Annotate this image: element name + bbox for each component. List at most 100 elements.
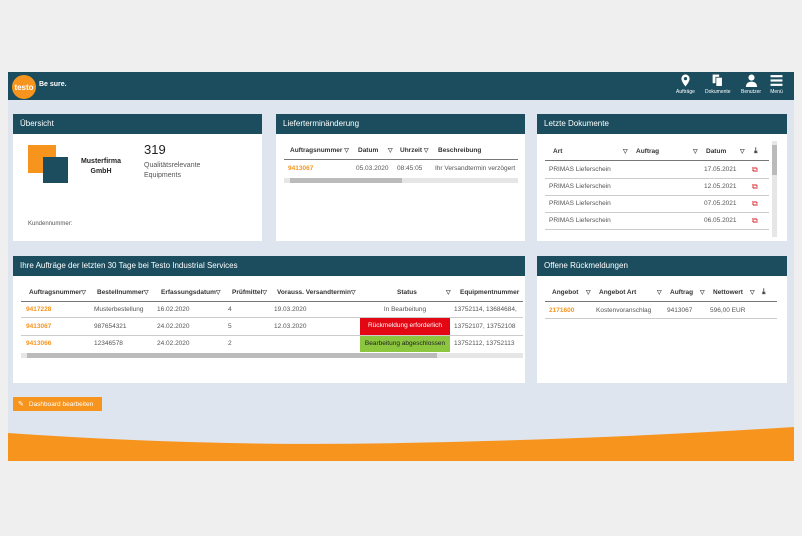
order-row-po: 12346578 <box>94 340 123 347</box>
nav-orders[interactable]: Aufträge <box>676 74 695 95</box>
filter-icon[interactable]: ▽ <box>423 148 429 154</box>
col-header-status[interactable]: Status <box>397 289 417 296</box>
feedback-row-order: 9413067 <box>667 307 693 314</box>
scrollbar-thumb[interactable] <box>290 178 402 183</box>
document-row-type: PRIMAS Lieferschein <box>549 183 611 190</box>
order-row-equipment: 13752107, 13752108 <box>454 323 516 330</box>
feedback-row-type: Kostenvoranschlag <box>596 307 652 314</box>
nav-user-label: Benutzer <box>741 89 762 95</box>
delivery-row-order-link[interactable]: 9413067 <box>288 165 314 172</box>
document-row-type: PRIMAS Lieferschein <box>549 200 611 207</box>
col-header-offer[interactable]: Angebot <box>552 289 579 296</box>
filter-icon[interactable]: ▽ <box>700 290 705 296</box>
nav-orders-label: Aufträge <box>676 89 695 95</box>
col-header-offer-type[interactable]: Angebot Art <box>599 289 637 296</box>
filter-icon[interactable]: ▽ <box>215 290 221 296</box>
order-row-equipment: 13752112, 13752113 <box>454 340 515 347</box>
row-divider <box>21 335 523 336</box>
nav-menu[interactable]: Menü <box>770 74 783 95</box>
col-header-entry-date[interactable]: Erfassungsdatum▽ <box>161 289 221 296</box>
document-row-type: PRIMAS Lieferschein <box>549 217 611 224</box>
col-header-ship-date[interactable]: Vorauss. Versandtermin▽ <box>277 289 356 296</box>
pdf-icon[interactable]: ⧉ <box>752 182 758 191</box>
col-header-order-number[interactable]: Auftragsnummer▽ <box>29 289 86 296</box>
col-header-type[interactable]: Art <box>553 148 563 155</box>
filter-icon[interactable]: ▽ <box>143 290 149 296</box>
col-header-order[interactable]: Auftrag <box>670 289 694 296</box>
testo-logo[interactable]: testo <box>12 75 36 99</box>
document-row-date: 07.05.2021 <box>704 200 737 207</box>
order-row-number-link[interactable]: 9413066 <box>26 340 52 347</box>
pdf-icon[interactable]: ⧉ <box>752 199 758 208</box>
orders-horizontal-scrollbar[interactable] <box>21 353 523 358</box>
filter-icon[interactable]: ▽ <box>388 148 393 154</box>
filter-icon[interactable]: ▽ <box>750 290 755 296</box>
col-header-date[interactable]: Datum ▽ <box>358 147 393 154</box>
row-divider <box>545 318 777 319</box>
filter-icon[interactable]: ▽ <box>623 149 628 155</box>
col-header-time[interactable]: Uhrzeit ▽ <box>400 147 429 154</box>
feedback-row-offer-link[interactable]: 2171600 <box>549 307 575 314</box>
col-header-date[interactable]: Datum <box>706 148 727 155</box>
row-divider <box>545 229 769 230</box>
nav-menu-label: Menü <box>770 89 783 95</box>
nav-documents[interactable]: Dokumente <box>705 74 731 95</box>
table-header-divider <box>284 159 518 160</box>
order-row-items: 2 <box>228 340 232 347</box>
order-row-number-link[interactable]: 9413067 <box>26 323 52 330</box>
documents-card-title: Letzte Dokumente <box>537 114 787 134</box>
row-divider <box>545 178 769 179</box>
edit-dashboard-button[interactable]: ✎ Dashboard bearbeiten <box>13 397 102 411</box>
pdf-icon[interactable]: ⧉ <box>752 216 758 225</box>
order-row-number-link[interactable]: 9417228 <box>26 306 52 313</box>
col-header-order[interactable]: Auftrag <box>636 148 660 155</box>
document-row-date: 06.05.2021 <box>704 217 737 224</box>
feedback-card-title: Offene Rückmeldungen <box>537 256 787 276</box>
delivery-row-time: 08:45:05 <box>397 165 423 172</box>
document-row-date: 12.05.2021 <box>704 183 737 190</box>
filter-icon[interactable]: ▽ <box>262 290 267 296</box>
footer-orange-wave <box>8 427 794 461</box>
top-navigation-bar: testo Be sure. Aufträge Dokumente Benutz… <box>8 72 794 100</box>
col-header-equipment-number[interactable]: Equipmentnummer <box>460 289 520 296</box>
brand-claim: Be sure. <box>39 81 67 88</box>
nav-documents-label: Dokumente <box>705 89 731 95</box>
order-row-status-badge-green[interactable]: Bearbeitung abgeschlossen <box>360 336 450 352</box>
company-logo-teal-square <box>43 157 68 183</box>
order-row-status-badge-red[interactable]: Rückmeldung erforderlich <box>360 318 450 335</box>
documents-vertical-scrollbar[interactable] <box>772 141 777 237</box>
scrollbar-thumb[interactable] <box>772 145 777 175</box>
filter-icon[interactable]: ▽ <box>446 290 451 296</box>
filter-icon[interactable]: ▽ <box>81 290 86 296</box>
download-icon[interactable]: ⤓ <box>762 287 766 296</box>
pdf-icon[interactable]: ⧉ <box>752 165 758 174</box>
filter-icon[interactable]: ▽ <box>344 148 349 154</box>
document-row-type: PRIMAS Lieferschein <box>549 166 611 173</box>
location-pin-icon <box>681 74 690 87</box>
col-header-description[interactable]: Beschreibung <box>438 147 482 154</box>
nav-user[interactable]: Benutzer <box>741 74 761 95</box>
delivery-row-date: 05.03.2020 <box>356 165 389 172</box>
filter-icon[interactable]: ▽ <box>693 149 698 155</box>
order-row-po: Musterbestellung <box>94 306 144 313</box>
filter-icon[interactable]: ▽ <box>586 290 591 296</box>
col-header-net-value[interactable]: Nettowert <box>713 289 743 296</box>
orders-card: Ihre Aufträge der letzten 30 Tage bei Te… <box>13 256 525 383</box>
filter-icon[interactable]: ▽ <box>740 149 745 155</box>
order-row-date: 16.02.2020 <box>157 306 190 313</box>
col-header-order-number[interactable]: Auftragsnummer ▽ <box>290 147 349 154</box>
scrollbar-thumb[interactable] <box>27 353 437 358</box>
filter-icon[interactable]: ▽ <box>657 290 662 296</box>
hamburger-menu-icon <box>770 75 783 86</box>
download-icon[interactable]: ⤓ <box>754 146 758 155</box>
order-row-items: 4 <box>228 306 232 313</box>
order-row-ship-date: 12.03.2020 <box>274 323 307 330</box>
customer-number-label: Kundennummer: <box>28 221 73 227</box>
filter-icon[interactable]: ▽ <box>350 290 356 296</box>
delivery-horizontal-scrollbar[interactable] <box>284 178 518 183</box>
order-row-status: In Bearbeitung <box>383 306 427 313</box>
row-divider <box>21 317 523 318</box>
col-header-test-equipment[interactable]: Prüfmittel▽ <box>232 289 267 296</box>
col-header-po-number[interactable]: Bestellnummer▽ <box>97 289 149 296</box>
order-row-po: 987654321 <box>94 323 127 330</box>
